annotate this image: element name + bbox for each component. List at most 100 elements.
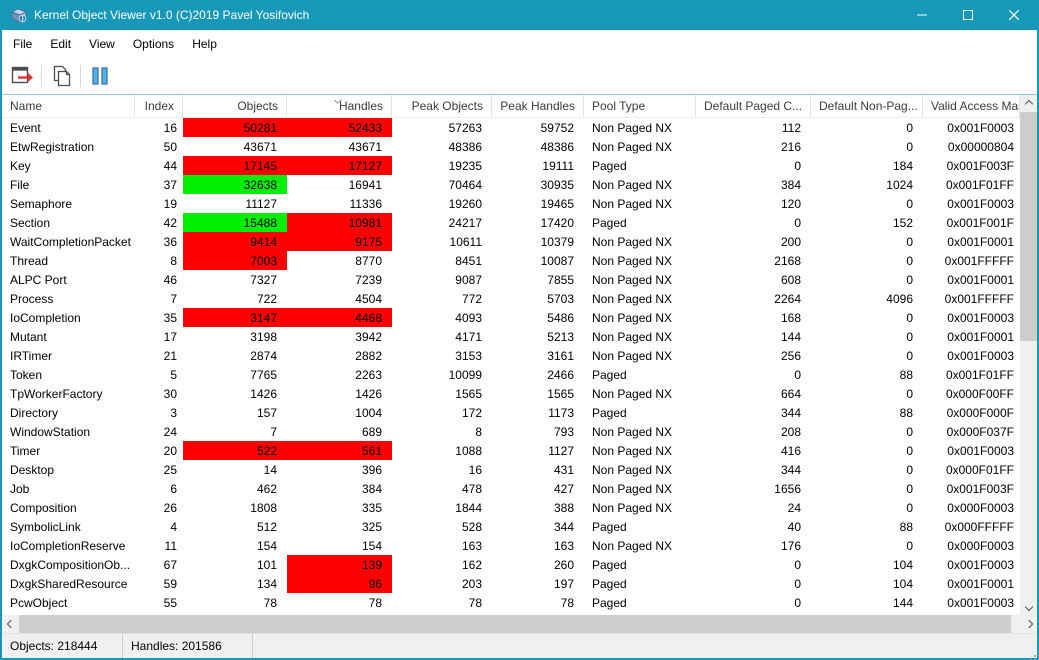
table-row[interactable]: Section 42 15488 10981 24217 17420 Paged… xyxy=(2,213,1020,232)
cell-peak-objects: 10099 xyxy=(392,365,492,384)
column-header-handles[interactable]: Handles xyxy=(287,95,392,117)
scroll-up-button[interactable] xyxy=(1020,95,1037,112)
title-bar[interactable]: Kernel Object Viewer v1.0 (C)2019 Pavel … xyxy=(2,0,1037,30)
maximize-button[interactable] xyxy=(945,0,991,30)
resize-grip[interactable] xyxy=(1030,651,1032,653)
table-row[interactable]: Timer 20 522 561 1088 1127 Non Paged NX … xyxy=(2,441,1020,460)
cell-objects: 3147 xyxy=(183,308,287,327)
table-row[interactable]: Directory 3 157 1004 172 1173 Paged 344 … xyxy=(2,403,1020,422)
cell-default-non-paged: 1024 xyxy=(811,175,923,194)
table-row[interactable]: Event 16 50281 52433 57263 59752 Non Pag… xyxy=(2,118,1020,137)
table-row[interactable]: Semaphore 19 11127 11336 19260 19465 Non… xyxy=(2,194,1020,213)
table-row[interactable]: IRTimer 21 2874 2882 3153 3161 Non Paged… xyxy=(2,346,1020,365)
table-row[interactable]: WindowStation 24 7 689 8 793 Non Paged N… xyxy=(2,422,1020,441)
cell-default-paged: 1656 xyxy=(696,479,811,498)
table-row[interactable]: EtwRegistration 50 43671 43671 48386 483… xyxy=(2,137,1020,156)
table-row[interactable]: Job 6 462 384 478 427 Non Paged NX 1656 … xyxy=(2,479,1020,498)
cell-default-paged: 2264 xyxy=(696,289,811,308)
cell-name: ALPC Port xyxy=(2,270,135,289)
cell-pool-type: Non Paged NX xyxy=(584,308,696,327)
table-row[interactable]: DxgkCompositionOb... 67 101 139 162 260 … xyxy=(2,555,1020,574)
cell-default-paged: 384 xyxy=(696,175,811,194)
cell-index: 35 xyxy=(135,308,183,327)
cell-valid-access-mask: 0x001F0001 xyxy=(923,232,1020,251)
exit-button[interactable] xyxy=(6,61,38,91)
copy-button[interactable] xyxy=(45,61,77,91)
horizontal-scroll-track[interactable] xyxy=(19,615,1020,633)
table-row[interactable]: IoCompletionReserve 11 154 154 163 163 N… xyxy=(2,536,1020,555)
cell-handles: 52433 xyxy=(287,118,392,137)
cell-valid-access-mask: 0x001F0003 xyxy=(923,593,1020,612)
menu-help[interactable]: Help xyxy=(183,30,226,58)
horizontal-scroll-thumb[interactable] xyxy=(19,615,1011,633)
cell-default-non-paged: 0 xyxy=(811,251,923,270)
cell-pool-type: Non Paged NX xyxy=(584,232,696,251)
pause-button[interactable] xyxy=(84,61,116,91)
column-header-pool-type[interactable]: Pool Type xyxy=(584,95,696,117)
vertical-scrollbar[interactable] xyxy=(1020,95,1037,615)
status-handles: Handles: 201586 xyxy=(123,634,253,658)
table-row[interactable]: WaitCompletionPacket 36 9414 9175 10611 … xyxy=(2,232,1020,251)
cell-default-non-paged: 184 xyxy=(811,156,923,175)
cell-valid-access-mask: 0x000FFFFF xyxy=(923,517,1020,536)
cell-default-paged: 120 xyxy=(696,194,811,213)
cell-objects: 11127 xyxy=(183,194,287,213)
column-header-peak-handles[interactable]: Peak Handles xyxy=(492,95,584,117)
cell-index: 21 xyxy=(135,346,183,365)
table-row[interactable]: File 37 32638 16941 70464 30935 Non Page… xyxy=(2,175,1020,194)
cell-default-non-paged: 152 xyxy=(811,213,923,232)
cell-handles: 9175 xyxy=(287,232,392,251)
table-row[interactable]: IoCompletion 35 3147 4468 4093 5486 Non … xyxy=(2,308,1020,327)
cell-peak-handles: 59752 xyxy=(492,118,584,137)
cell-objects: 3198 xyxy=(183,327,287,346)
table-row[interactable]: Process 7 722 4504 772 5703 Non Paged NX… xyxy=(2,289,1020,308)
menu-view[interactable]: View xyxy=(80,30,124,58)
cell-handles: 1004 xyxy=(287,403,392,422)
table-row[interactable]: Token 5 7765 2263 10099 2466 Paged 0 88 … xyxy=(2,365,1020,384)
column-header-index[interactable]: Index xyxy=(135,95,183,117)
scroll-right-button[interactable] xyxy=(1020,615,1037,633)
cell-valid-access-mask: 0x001F0003 xyxy=(923,308,1020,327)
table-row[interactable]: ALPC Port 46 7327 7239 9087 7855 Non Pag… xyxy=(2,270,1020,289)
cell-name: Event xyxy=(2,118,135,137)
horizontal-scrollbar[interactable] xyxy=(2,615,1037,633)
close-button[interactable] xyxy=(991,0,1037,30)
table-row[interactable]: SymbolicLink 4 512 325 528 344 Paged 40 … xyxy=(2,517,1020,536)
vertical-scroll-track[interactable] xyxy=(1020,112,1037,598)
column-header-valid-access-mask[interactable]: Valid Access Mask xyxy=(923,95,1020,117)
table-row[interactable]: TpWorkerFactory 30 1426 1426 1565 1565 N… xyxy=(2,384,1020,403)
menu-options[interactable]: Options xyxy=(124,30,183,58)
table-row[interactable]: Mutant 17 3198 3942 4171 5213 Non Paged … xyxy=(2,327,1020,346)
table-row[interactable]: Composition 26 1808 335 1844 388 Non Pag… xyxy=(2,498,1020,517)
cell-handles: 96 xyxy=(287,574,392,593)
cell-valid-access-mask: 0x001F01FF xyxy=(923,175,1020,194)
window-exit-icon xyxy=(10,64,34,88)
cell-index: 46 xyxy=(135,270,183,289)
menu-edit[interactable]: Edit xyxy=(41,30,80,58)
cell-valid-access-mask: 0x001F0001 xyxy=(923,574,1020,593)
column-header-default-non-paged[interactable]: Default Non-Pag... xyxy=(811,95,923,117)
table-row[interactable]: Thread 8 7003 8770 8451 10087 Non Paged … xyxy=(2,251,1020,270)
vertical-scroll-thumb[interactable] xyxy=(1020,112,1037,341)
cell-index: 20 xyxy=(135,441,183,460)
table-row[interactable]: PcwObject 55 78 78 78 78 Paged 0 144 0x0… xyxy=(2,593,1020,612)
cell-peak-handles: 48386 xyxy=(492,137,584,156)
column-header-name[interactable]: Name xyxy=(2,95,135,117)
column-header-default-paged[interactable]: Default Paged C... xyxy=(696,95,811,117)
column-header-peak-objects[interactable]: Peak Objects xyxy=(392,95,492,117)
scroll-down-button[interactable] xyxy=(1020,598,1037,615)
cell-peak-handles: 3161 xyxy=(492,346,584,365)
minimize-icon xyxy=(917,10,927,20)
minimize-button[interactable] xyxy=(899,0,945,30)
column-header-objects[interactable]: Objects xyxy=(183,95,287,117)
cell-index: 44 xyxy=(135,156,183,175)
cell-handles: 561 xyxy=(287,441,392,460)
table-row[interactable]: DxgkSharedResource 59 134 96 203 197 Pag… xyxy=(2,574,1020,593)
cell-pool-type: Non Paged NX xyxy=(584,175,696,194)
cell-default-paged: 344 xyxy=(696,403,811,422)
table-row[interactable]: Desktop 25 14 396 16 431 Non Paged NX 34… xyxy=(2,460,1020,479)
cell-valid-access-mask: 0x001F01FF xyxy=(923,365,1020,384)
table-row[interactable]: Key 44 17145 17127 19235 19111 Paged 0 1… xyxy=(2,156,1020,175)
menu-file[interactable]: File xyxy=(4,30,41,58)
scroll-left-button[interactable] xyxy=(2,615,19,633)
